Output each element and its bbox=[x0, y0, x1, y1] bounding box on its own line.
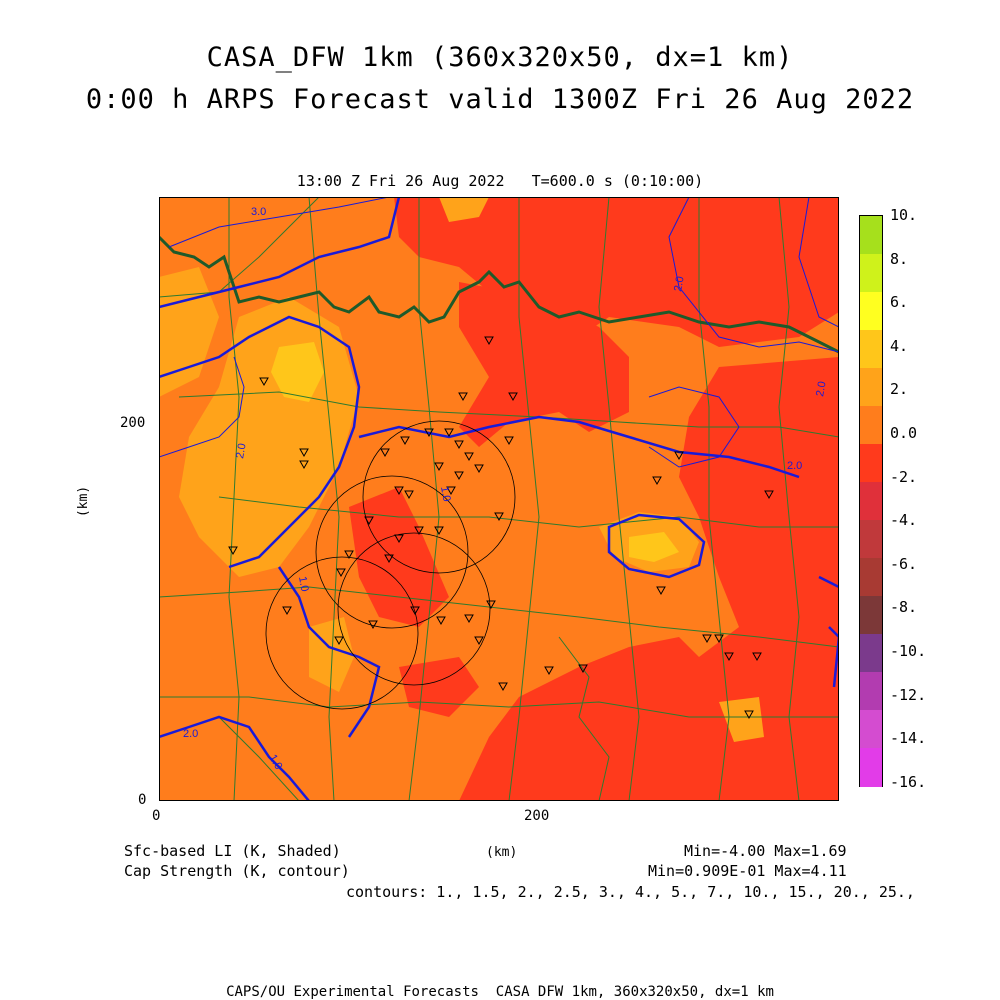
colorbar-segment bbox=[860, 330, 882, 369]
y-axis-label: (km) bbox=[76, 485, 92, 518]
colorbar-label: 10. bbox=[890, 206, 918, 224]
x-tick-0: 0 bbox=[152, 808, 161, 824]
li-high-positive-regions bbox=[271, 342, 679, 562]
li-negative-regions bbox=[349, 197, 839, 801]
colorbar-label: -2. bbox=[890, 467, 918, 486]
shaded-minmax: Min=-4.00 Max=1.69 bbox=[684, 842, 847, 860]
colorbar-label: -14. bbox=[890, 729, 927, 748]
colorbar-label: -12. bbox=[890, 685, 927, 704]
contour-label: 2.0 bbox=[814, 380, 828, 397]
station-markers bbox=[228, 336, 774, 720]
contour-label: 1.0 bbox=[438, 485, 452, 502]
y-tick-0: 0 bbox=[138, 792, 147, 808]
colorbar-label: -4. bbox=[890, 511, 918, 530]
state-boundary-red-river bbox=[159, 235, 839, 354]
valid-time-subtitle: 13:00 Z Fri 26 Aug 2022 T=600.0 s (0:10:… bbox=[296, 172, 704, 190]
colorbar-segment bbox=[860, 254, 882, 293]
contour-label: 3.0 bbox=[251, 206, 266, 218]
shaded-field-label: Sfc-based LI (K, Shaded) bbox=[124, 842, 341, 860]
colorbar-segment bbox=[860, 444, 882, 483]
contour-field-label: Cap Strength (K, contour) bbox=[124, 862, 350, 880]
contour-label: 2.0 bbox=[672, 275, 686, 292]
colorbar-segment bbox=[860, 520, 882, 559]
x-tick-200: 200 bbox=[524, 808, 550, 824]
colorbar-label: 2. bbox=[890, 380, 909, 399]
colorbar-label: -10. bbox=[890, 642, 927, 660]
cap-strength-contours bbox=[159, 197, 839, 801]
colorbar-segment bbox=[860, 482, 882, 521]
colorbar-label: -16. bbox=[890, 772, 927, 791]
colorbar-label: 8. bbox=[890, 249, 909, 268]
colorbar-label: 6. bbox=[890, 293, 909, 312]
contour-label: 2.0 bbox=[787, 460, 802, 472]
li-map: 3.0 2.0 2.0 2.0 1.0 2.0 1.0 1.0 2.0 bbox=[159, 197, 839, 801]
colorbar-segment bbox=[860, 634, 882, 673]
colorbar-segment bbox=[860, 710, 882, 749]
x-axis-label: (km) bbox=[486, 845, 518, 860]
contour-minmax: Min=0.909E-01 Max=4.11 bbox=[648, 862, 847, 880]
contour-label: 2.0 bbox=[234, 442, 248, 459]
radar-range-rings bbox=[265, 420, 516, 710]
colorbar-segment bbox=[860, 596, 882, 635]
colorbar-segment bbox=[860, 406, 882, 445]
contour-label: 1.0 bbox=[296, 575, 310, 592]
contour-levels: contours: 1., 1.5, 2., 2.5, 3., 4., 5., … bbox=[346, 883, 915, 901]
colorbar-segment bbox=[860, 748, 882, 787]
colorbar-segment bbox=[860, 368, 882, 407]
colorbar-label: 0.0 bbox=[890, 424, 918, 442]
colorbar-segment bbox=[860, 292, 882, 331]
colorbar-label: -6. bbox=[890, 554, 918, 573]
colorbar-segment bbox=[860, 216, 882, 255]
colorbar-segment bbox=[860, 672, 882, 711]
county-boundaries bbox=[159, 197, 839, 801]
colorbar-label: 4. bbox=[890, 336, 909, 355]
figure-title-line-2: 0:00 h ARPS Forecast valid 1300Z Fri 26 … bbox=[85, 84, 915, 115]
colorbar-label: -8. bbox=[890, 598, 918, 617]
footer-credit: CAPS/OU Experimental Forecasts CASA DFW … bbox=[226, 984, 774, 1000]
colorbar-segment bbox=[860, 558, 882, 597]
contour-label: 2.0 bbox=[183, 728, 198, 740]
figure-title-line-1: CASA_DFW 1km (360x320x50, dx=1 km) bbox=[206, 42, 794, 73]
y-tick-200: 200 bbox=[120, 415, 146, 431]
colorbar bbox=[859, 215, 883, 787]
